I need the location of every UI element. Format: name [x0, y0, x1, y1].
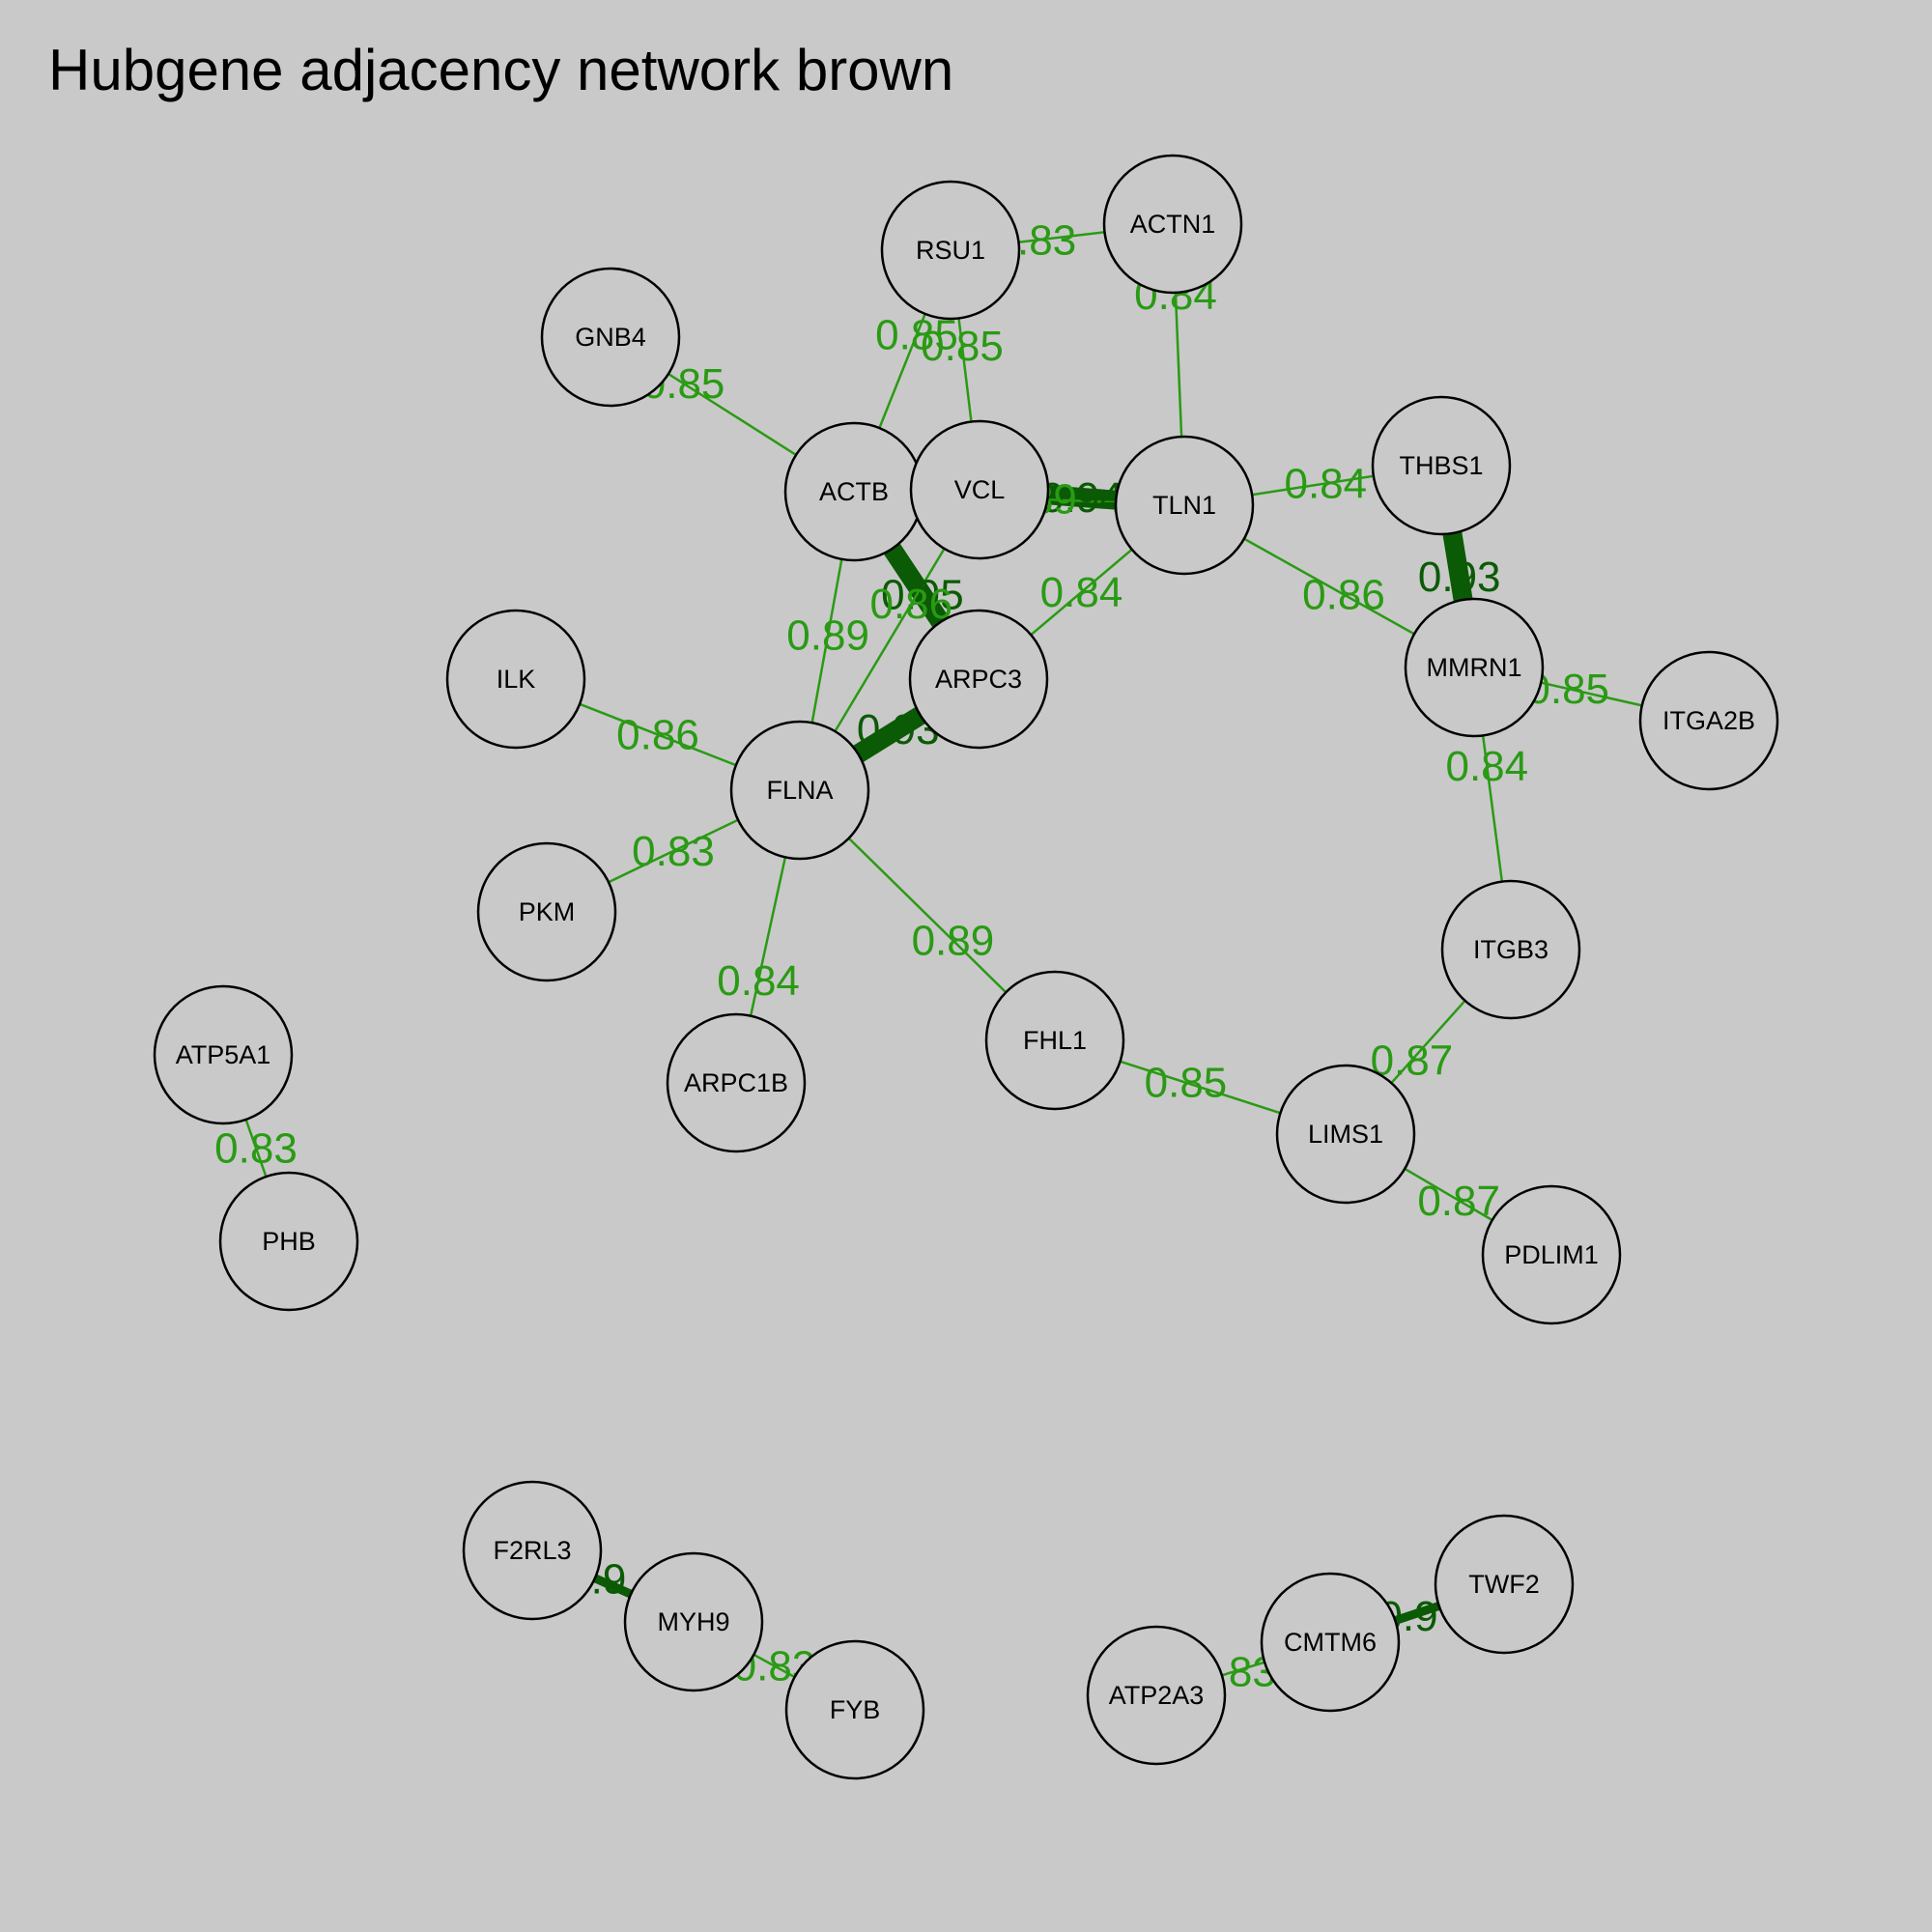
- node-label: VCL: [954, 475, 1006, 504]
- node-twf2[interactable]: TWF2: [1434, 1514, 1575, 1655]
- node-arpc1b[interactable]: ARPC1B: [666, 1012, 807, 1153]
- node-label: THBS1: [1399, 451, 1483, 480]
- node-label: CMTM6: [1284, 1628, 1377, 1657]
- node-arpc3[interactable]: ARPC3: [908, 609, 1049, 750]
- edge-weight-label: 0.83: [632, 828, 715, 875]
- node-label: TLN1: [1152, 491, 1216, 520]
- node-label: ATP5A1: [176, 1040, 271, 1069]
- node-label: PKM: [519, 897, 576, 926]
- node-circle[interactable]: [1440, 879, 1581, 1020]
- node-circle[interactable]: [476, 841, 617, 982]
- node-circle[interactable]: [1404, 597, 1545, 738]
- node-circle[interactable]: [1102, 154, 1243, 295]
- node-circle[interactable]: [1086, 1625, 1227, 1766]
- edge-weight-label: 0.84: [1284, 460, 1367, 507]
- node-circle[interactable]: [1481, 1184, 1622, 1325]
- page-title: Hubgene adjacency network brown: [48, 38, 954, 102]
- node-label: ACTB: [819, 477, 889, 506]
- edge-weight-label: 0.84: [717, 957, 800, 1005]
- node-cmtm6[interactable]: CMTM6: [1260, 1572, 1401, 1713]
- edge-weight-label: 0.85: [921, 323, 1004, 370]
- edge-weight-label: 0.84: [1445, 743, 1528, 790]
- edge-weight-label: 0.94: [1040, 474, 1123, 522]
- node-label: MMRN1: [1427, 653, 1522, 682]
- node-circle[interactable]: [1114, 435, 1255, 576]
- node-itgb3[interactable]: ITGB3: [1440, 879, 1581, 1020]
- node-circle[interactable]: [623, 1551, 764, 1692]
- node-circle[interactable]: [984, 970, 1125, 1111]
- node-circle[interactable]: [908, 609, 1049, 750]
- node-actn1[interactable]: ACTN1: [1102, 154, 1243, 295]
- node-actb[interactable]: ACTB: [783, 421, 924, 562]
- node-fhl1[interactable]: FHL1: [984, 970, 1125, 1111]
- node-label: TWF2: [1468, 1570, 1540, 1599]
- node-mmrn1[interactable]: MMRN1: [1404, 597, 1545, 738]
- node-circle[interactable]: [1275, 1064, 1416, 1205]
- node-lims1[interactable]: LIMS1: [1275, 1064, 1416, 1205]
- node-circle[interactable]: [1638, 650, 1779, 791]
- edge-weight-label: 0.89: [786, 611, 869, 659]
- edge-weight-label: 0.93: [1418, 554, 1501, 601]
- node-rsu1[interactable]: RSU1: [880, 180, 1021, 321]
- edge-weight-label: 0.95: [881, 572, 964, 619]
- node-fyb[interactable]: FYB: [784, 1639, 925, 1780]
- node-circle[interactable]: [909, 419, 1050, 560]
- node-circle[interactable]: [729, 720, 870, 861]
- node-circle[interactable]: [1260, 1572, 1401, 1713]
- node-label: ILK: [497, 665, 536, 694]
- node-thbs1[interactable]: THBS1: [1371, 395, 1512, 536]
- node-circle[interactable]: [218, 1171, 359, 1312]
- node-label: ITGA2B: [1662, 706, 1755, 735]
- edge-weight-label: 0.83: [214, 1125, 298, 1173]
- node-circle[interactable]: [1371, 395, 1512, 536]
- node-label: F2RL3: [493, 1536, 571, 1565]
- node-myh9[interactable]: MYH9: [623, 1551, 764, 1692]
- node-label: ARPC1B: [684, 1068, 788, 1097]
- node-ilk[interactable]: ILK: [445, 609, 586, 750]
- node-phb[interactable]: PHB: [218, 1171, 359, 1312]
- node-atp5a1[interactable]: ATP5A1: [153, 984, 294, 1125]
- node-label: MYH9: [657, 1607, 729, 1636]
- node-gnb4[interactable]: GNB4: [540, 267, 681, 408]
- node-circle[interactable]: [1434, 1514, 1575, 1655]
- node-label: FYB: [830, 1695, 881, 1724]
- node-tln1[interactable]: TLN1: [1114, 435, 1255, 576]
- node-pdlim1[interactable]: PDLIM1: [1481, 1184, 1622, 1325]
- node-circle[interactable]: [445, 609, 586, 750]
- edge-weight-label: 0.89: [912, 917, 995, 964]
- node-circle[interactable]: [540, 267, 681, 408]
- node-label: LIMS1: [1308, 1120, 1383, 1149]
- node-circle[interactable]: [462, 1480, 603, 1621]
- node-label: ATP2A3: [1109, 1681, 1205, 1710]
- node-circle[interactable]: [153, 984, 294, 1125]
- node-label: ITGB3: [1473, 935, 1548, 964]
- edge-weight-label: 0.86: [869, 581, 952, 628]
- node-circle[interactable]: [880, 180, 1021, 321]
- node-itga2b[interactable]: ITGA2B: [1638, 650, 1779, 791]
- node-label: ACTN1: [1130, 210, 1216, 239]
- node-layer: ACTN1 RSU1 GNB4 ACTB VCL TLN1 THBS1 MMRN1 ITGA2B…: [153, 154, 1779, 1780]
- node-label: ARPC3: [935, 665, 1022, 694]
- node-label: FLNA: [766, 776, 833, 805]
- node-label: GNB4: [575, 323, 646, 352]
- node-vcl[interactable]: VCL: [909, 419, 1050, 560]
- node-atp2a3[interactable]: ATP2A3: [1086, 1625, 1227, 1766]
- edge-weight-label: 0.84: [1040, 569, 1123, 616]
- node-circle[interactable]: [784, 1639, 925, 1780]
- node-label: RSU1: [916, 236, 985, 265]
- edge-weight-label: 0.85: [1145, 1060, 1228, 1107]
- node-label: PDLIM1: [1504, 1240, 1599, 1269]
- edge-weight-label: 0.86: [616, 712, 699, 759]
- edge-weight-label: 0.87: [1417, 1178, 1500, 1225]
- node-label: FHL1: [1023, 1026, 1087, 1055]
- node-label: PHB: [262, 1227, 316, 1256]
- node-pkm[interactable]: PKM: [476, 841, 617, 982]
- node-f2rl3[interactable]: F2RL3: [462, 1480, 603, 1621]
- edge-weight-label: 0.86: [1302, 571, 1385, 618]
- node-circle[interactable]: [666, 1012, 807, 1153]
- node-flna[interactable]: FLNA: [729, 720, 870, 861]
